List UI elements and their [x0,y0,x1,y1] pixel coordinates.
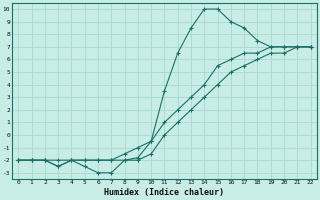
X-axis label: Humidex (Indice chaleur): Humidex (Indice chaleur) [104,188,224,197]
